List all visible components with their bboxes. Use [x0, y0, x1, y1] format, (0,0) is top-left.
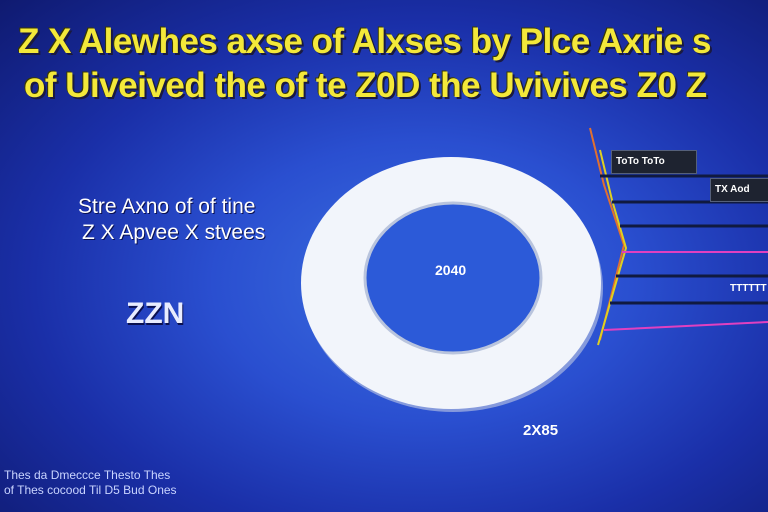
footer-caption: Thes da Dmeccce Thesto Thes of Thes coco…: [4, 468, 234, 498]
footer-line-1: Thes da Dmeccce Thesto Thes: [4, 468, 171, 482]
title-line-2: of Uiveived the of te Z0D the Uvivives Z…: [24, 66, 707, 105]
side-label: TTTTTT: [730, 283, 767, 294]
footer-line-2: of Thes cocood Til D5 Bud Ones: [4, 483, 177, 497]
bottom-value: 2X85: [523, 422, 559, 439]
title-line-1: Z X Alewhes axse of Alxses by Plce Axrie…: [18, 22, 711, 61]
connector-line-orange: [589, 127, 626, 341]
donut-hole: [365, 203, 541, 353]
big-label: ZZN: [126, 297, 185, 330]
guide-line-magenta-2: [603, 321, 768, 331]
page-title: Z X Alewhes axse of Alxses by Plce Axrie…: [18, 20, 768, 108]
left-caption-line-1: Stre Axno of of tine: [78, 195, 256, 218]
legend-tag-1: ToTo ToTo: [611, 150, 697, 174]
legend-tag-2: TX Aod: [710, 178, 768, 202]
donut-hole-rim: [363, 201, 543, 355]
ring-center-value: 2040: [435, 262, 467, 278]
left-caption-line-2: Z X Apvee X stvees: [82, 221, 266, 244]
left-caption: Stre Axno of of tine Z X Apvee X stvees: [78, 194, 308, 246]
